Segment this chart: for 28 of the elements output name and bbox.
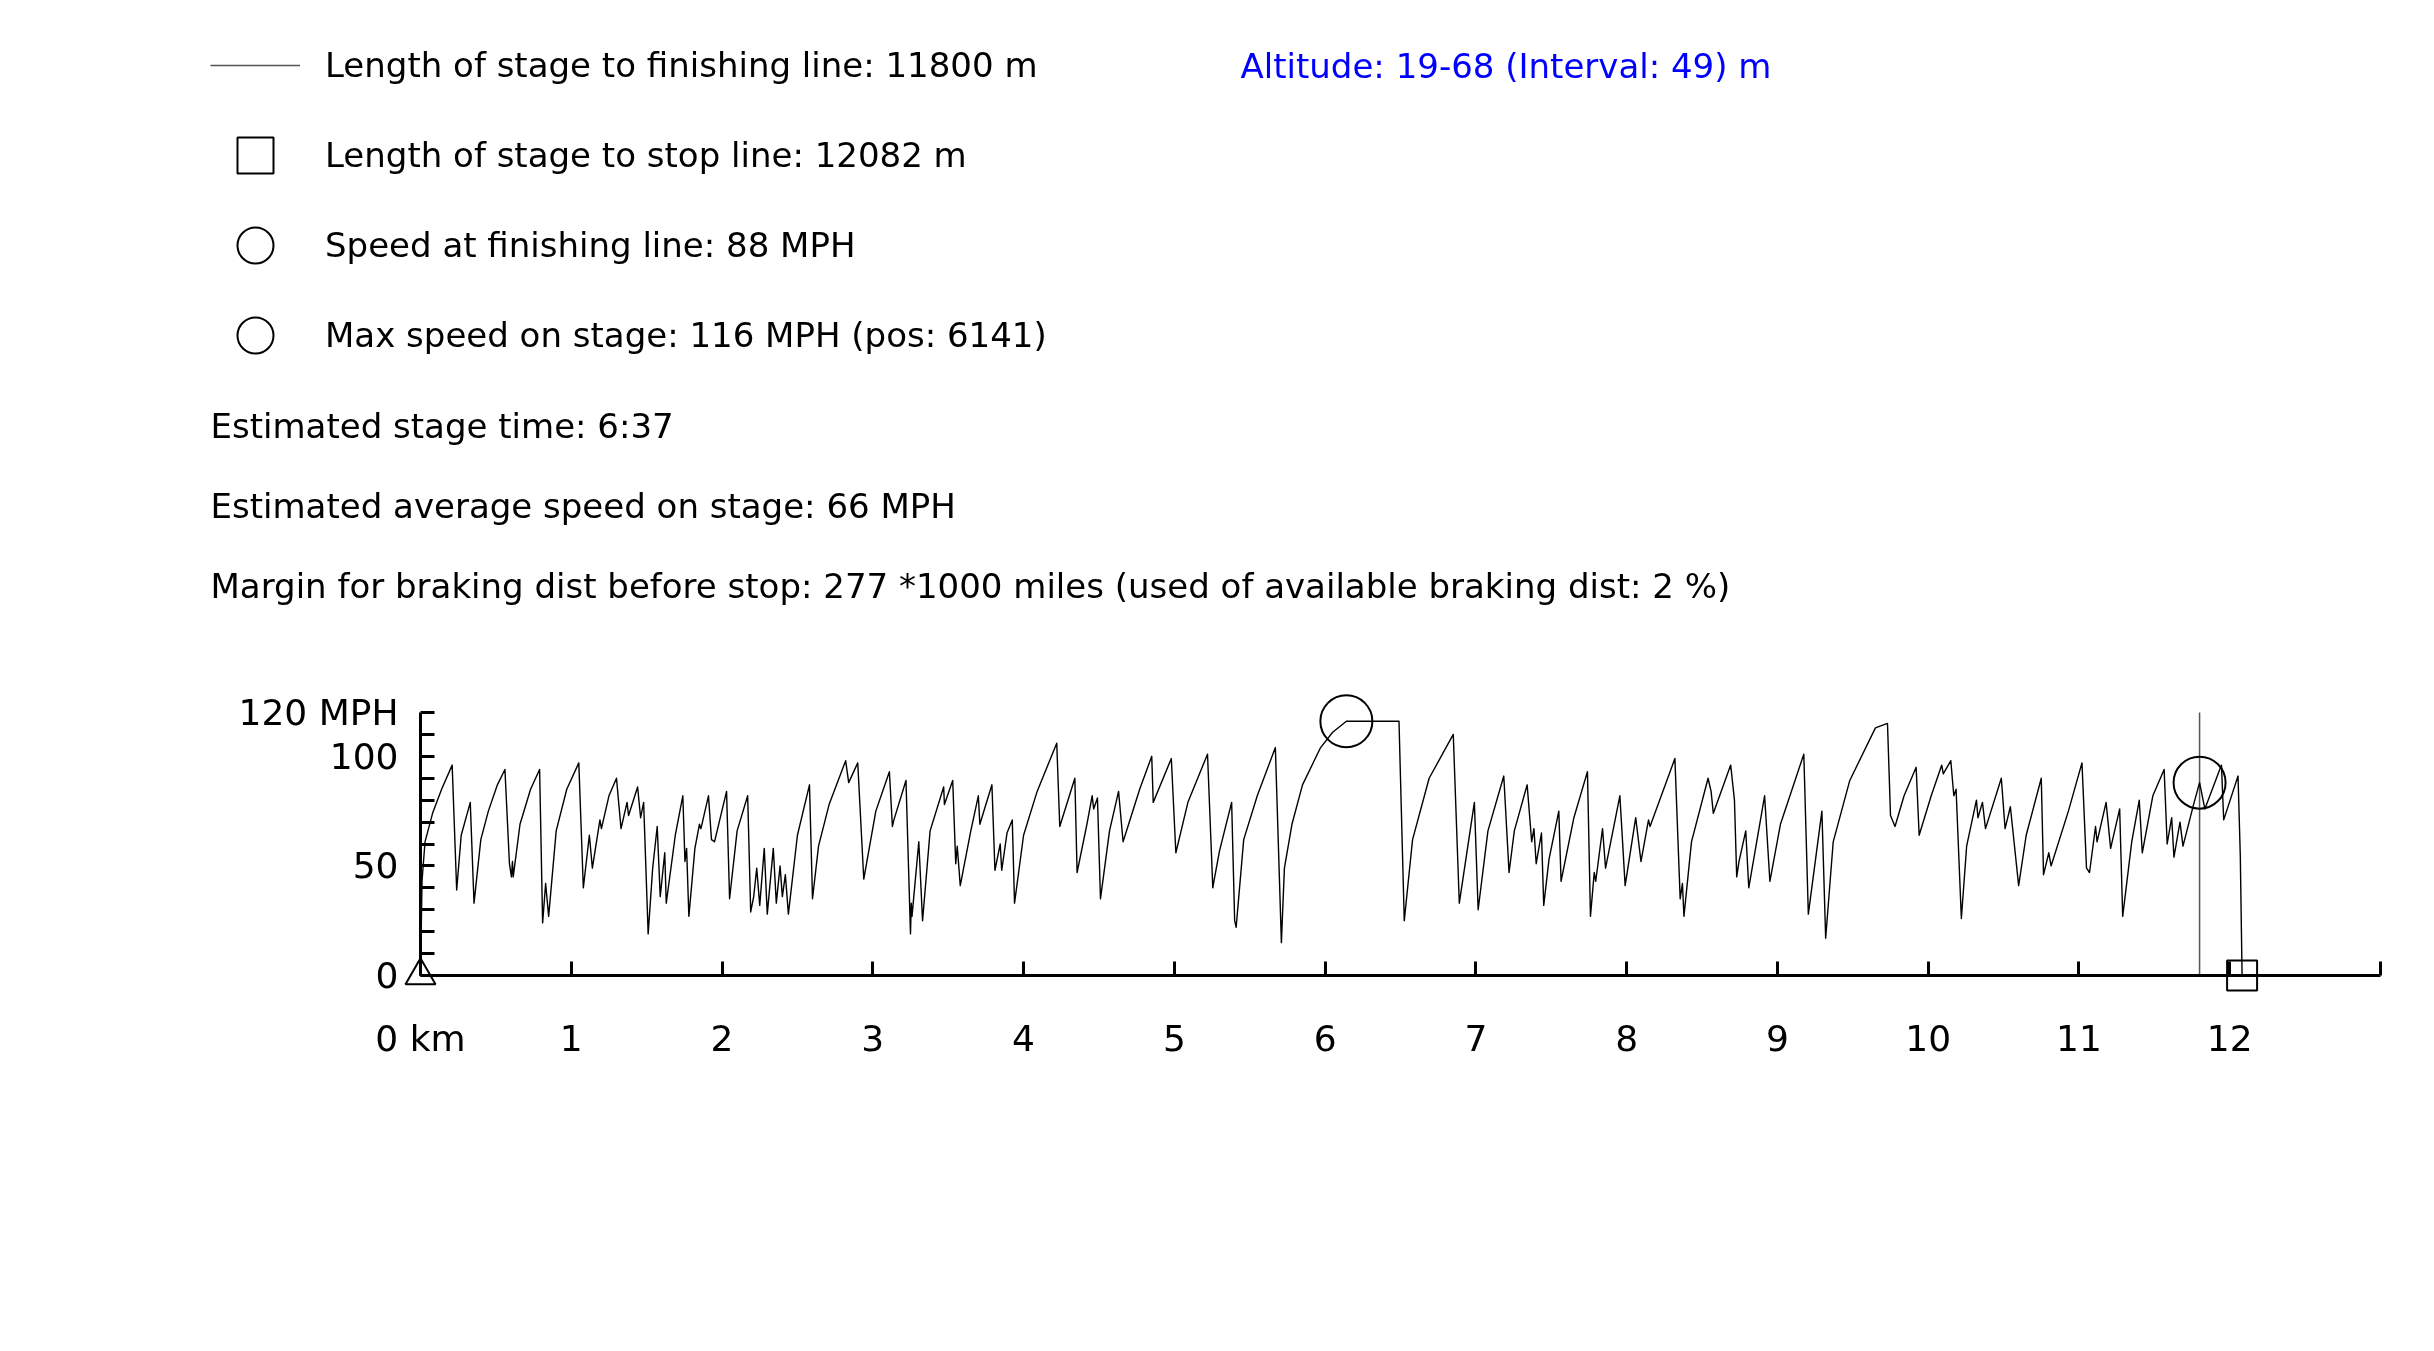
x-tick-label: 8 (1615, 1017, 1639, 1059)
x-tick-label: 2 (710, 1017, 734, 1059)
point (2172, 755, 2227, 810)
y-tick-label: 120 MPH (238, 692, 399, 733)
x-tick-label: 4 (1012, 1017, 1036, 1059)
legend-label: Length of stage to finishing line: 11800 m (325, 45, 1038, 85)
y-tick-label: 100 (329, 735, 399, 777)
x-tick-label: 12 (2206, 1017, 2253, 1059)
legend-label: Max speed on stage: 116 MPH (pos: 6141) (325, 315, 1047, 355)
x-tick-label: 11 (2056, 1017, 2102, 1059)
point (2226, 959, 2259, 992)
x-tick-label: 7 (1464, 1017, 1488, 1059)
x-tick-label: 6 (1313, 1017, 1337, 1059)
x-tick-label: 3 (861, 1017, 885, 1059)
y-tick-label: 0 (375, 955, 399, 996)
x-tick-label: 5 (1162, 1017, 1186, 1059)
text: Margin for braking dist before stop: 277 *1000 miles (used of available braking dist: 2 %) (210, 565, 1731, 606)
text: Estimated stage time: 6:37 (210, 405, 674, 446)
y-tick-label: 50 (352, 845, 399, 887)
legend-label: Length of stage to stop line: 12082 m (325, 135, 967, 175)
chart-subtitle: Altitude: 19-68 (Interval: 49) m (1240, 45, 1772, 86)
text: Estimated average speed on stage: 66 MPH (210, 485, 956, 526)
x-tick-label: 1 (559, 1017, 583, 1059)
x-tick-label: 0 km (375, 1017, 466, 1059)
point (1319, 694, 1374, 749)
legend-label: Speed at finishing line: 88 MPH (325, 225, 856, 265)
x-tick-label: 10 (1905, 1017, 1952, 1059)
x-tick-label: 9 (1765, 1017, 1789, 1059)
